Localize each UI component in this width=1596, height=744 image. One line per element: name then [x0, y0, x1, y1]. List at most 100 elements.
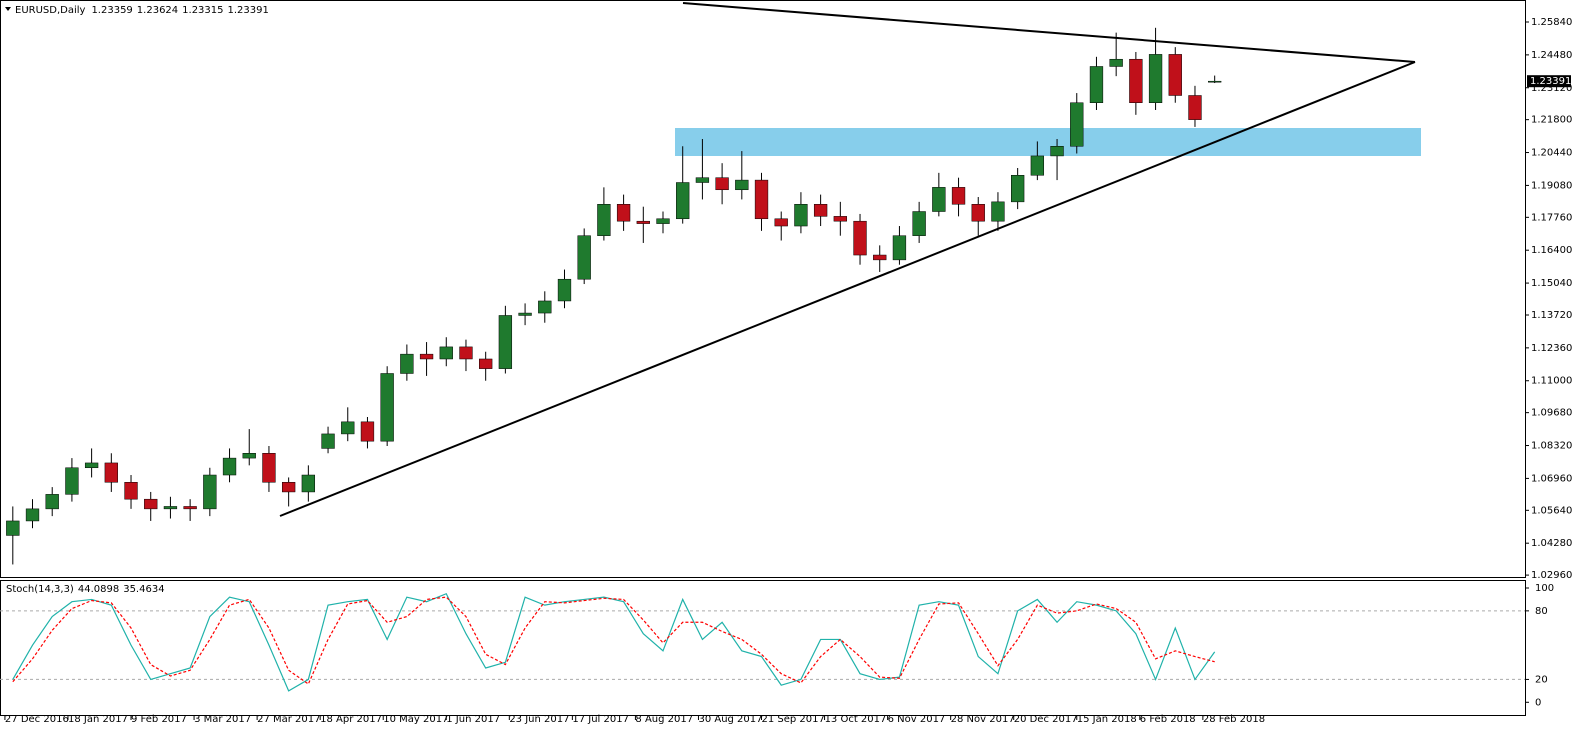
x-tick-label: 8 Aug 2017: [635, 714, 693, 725]
x-tick-label: 30 Aug 2017: [698, 714, 762, 725]
candle-body: [794, 204, 808, 227]
y-tick-label: 1.08320: [1531, 441, 1572, 452]
symbol: EURUSD,Daily: [15, 5, 86, 16]
y-tick-label: 1.20440: [1531, 148, 1572, 159]
candle-body: [616, 204, 631, 222]
candle-body: [1188, 95, 1202, 120]
candle-body: [538, 300, 552, 314]
candle-body: [1089, 66, 1104, 103]
price-panel: [0, 0, 1526, 578]
candle-body: [597, 204, 611, 236]
candle-body: [45, 494, 59, 510]
candle-body: [479, 358, 493, 369]
x-tick-label: 6 Feb 2018: [1140, 714, 1196, 725]
current-price-label: 1.23391: [1530, 76, 1571, 87]
candle-body: [183, 506, 197, 510]
candle-body: [104, 462, 118, 483]
candle-body: [65, 467, 79, 495]
stoch-main-value: 44.0898: [78, 584, 119, 595]
y-tick-label: 1.06960: [1531, 473, 1572, 484]
x-tick-label: 23 Jun 2017: [509, 714, 569, 725]
current-price-box: [1527, 75, 1571, 88]
candle-body: [1168, 54, 1182, 96]
y-tick-label: 0: [1535, 697, 1541, 708]
x-tick-label: 15 Jan 2018: [1077, 714, 1137, 725]
candle-body: [636, 220, 650, 224]
candle-body: [518, 312, 532, 316]
y-tick-label: 1.16400: [1531, 245, 1572, 256]
candle-body: [321, 433, 335, 449]
x-tick-label: 21 Sep 2017: [762, 714, 825, 725]
candle-body: [1208, 80, 1222, 83]
x-tick-label: 13 Oct 2017: [825, 714, 887, 725]
candle-body: [1109, 58, 1123, 67]
x-tick-label: 9 Feb 2017: [131, 714, 187, 725]
candle-body: [439, 346, 453, 360]
y-tick-label: 1.02960: [1531, 570, 1572, 581]
candle-body: [341, 421, 355, 435]
y-tick-label: 1.15040: [1531, 278, 1572, 289]
y-tick-label: 1.25840: [1531, 17, 1572, 28]
y-tick-label: 100: [1535, 583, 1554, 594]
candle-body: [715, 177, 729, 191]
candle-body: [144, 498, 158, 510]
price-header: EURUSD,Daily 1.23359 1.23624 1.23315 1.23391: [15, 5, 269, 16]
stoch-line: [12, 596, 1215, 685]
x-tick-label: 17 Jul 2017: [572, 714, 629, 725]
candle-body: [853, 220, 867, 256]
candle-body: [774, 218, 788, 227]
candle-body: [281, 482, 296, 493]
candle-body: [735, 179, 749, 191]
candle-body: [84, 462, 99, 469]
x-tick-label: 28 Nov 2017: [951, 714, 1015, 725]
header-high: 1.23624: [137, 5, 178, 16]
y-tick-label: 1.17760: [1531, 212, 1572, 223]
candle-body: [498, 315, 513, 369]
header-low: 1.23315: [182, 5, 223, 16]
candle-body: [695, 177, 710, 183]
candle-body: [873, 254, 887, 261]
candle-body: [951, 187, 966, 205]
candle-body: [380, 373, 394, 442]
y-tick-label: 1.11000: [1531, 376, 1572, 387]
candle-body: [163, 506, 178, 510]
x-tick-label: 20 Dec 2017: [1014, 714, 1078, 725]
candle-body: [1030, 155, 1045, 176]
x-tick-label: 3 Mar 2017: [194, 714, 251, 725]
candle-body: [971, 204, 985, 222]
candle-body: [754, 179, 769, 220]
candle-body: [1050, 146, 1064, 157]
candle-body: [833, 216, 847, 222]
candle-body: [124, 482, 138, 500]
header-open: 1.23359: [91, 5, 132, 16]
candle-body: [301, 474, 316, 493]
candle-body: [676, 182, 690, 220]
candle-body: [892, 235, 907, 261]
candle-body: [1070, 102, 1084, 147]
stoch-title: Stoch(14,3,3): [6, 584, 74, 595]
support-zone: [675, 128, 1421, 156]
x-tick-label: 18 Jan 2017: [68, 714, 128, 725]
candle-body: [25, 508, 40, 522]
y-tick-label: 1.05640: [1531, 505, 1572, 516]
candle-body: [1129, 58, 1143, 103]
candle-body: [222, 457, 237, 476]
candle-body: [203, 474, 217, 510]
y-tick-label: 1.13720: [1531, 310, 1572, 321]
candle-body: [557, 278, 572, 302]
candle-body: [6, 520, 20, 536]
x-tick-label: 1 Jun 2017: [446, 714, 500, 725]
x-tick-label: 10 May 2017: [383, 714, 448, 725]
header-close: 1.23391: [228, 5, 269, 16]
y-tick-label: 1.19080: [1531, 180, 1572, 191]
y-tick-label: 20: [1535, 674, 1548, 685]
candle-body: [262, 453, 276, 483]
x-tick-label: 18 Apr 2017: [320, 714, 382, 725]
y-tick-label: 1.12360: [1531, 343, 1572, 354]
candle-body: [1148, 54, 1163, 103]
candle-body: [360, 421, 375, 442]
y-tick-label: 1.04280: [1531, 538, 1572, 549]
x-tick-label: 27 Mar 2017: [257, 714, 320, 725]
candle-body: [813, 204, 828, 217]
